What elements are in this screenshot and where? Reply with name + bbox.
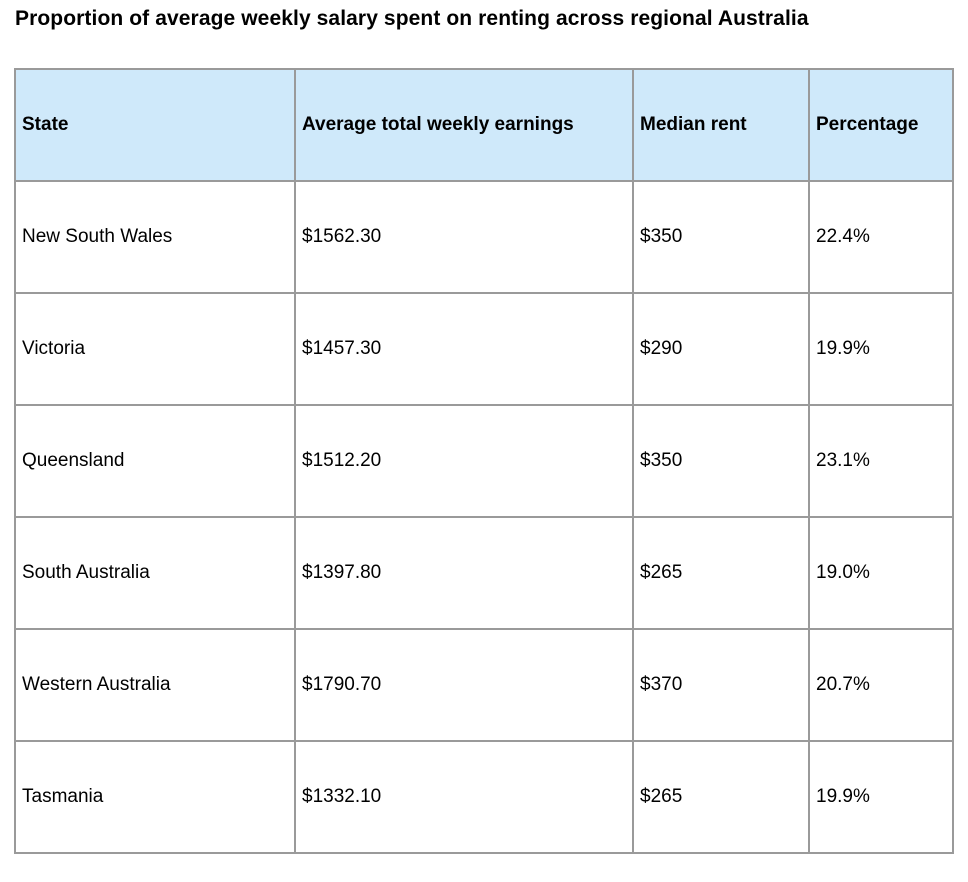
cell-median-rent: $350: [632, 180, 810, 294]
cell-median-rent: $265: [632, 516, 810, 630]
cell-state: Tasmania: [14, 740, 296, 854]
cell-state: Queensland: [14, 404, 296, 518]
cell-earnings: $1332.10: [294, 740, 634, 854]
cell-state: New South Wales: [14, 180, 296, 294]
cell-earnings: $1512.20: [294, 404, 634, 518]
rent-table: State Average total weekly earnings Medi…: [14, 68, 954, 854]
table-row: Tasmania $1332.10 $265 19.9%: [14, 740, 954, 854]
header-median-rent: Median rent: [632, 68, 810, 182]
page-title: Proportion of average weekly salary spen…: [15, 7, 809, 30]
cell-earnings: $1562.30: [294, 180, 634, 294]
cell-state: South Australia: [14, 516, 296, 630]
cell-median-rent: $290: [632, 292, 810, 406]
table-row: South Australia $1397.80 $265 19.0%: [14, 516, 954, 630]
cell-percentage: 23.1%: [808, 404, 954, 518]
header-average-weekly-earnings: Average total weekly earnings: [294, 68, 634, 182]
table-row: New South Wales $1562.30 $350 22.4%: [14, 180, 954, 294]
cell-median-rent: $265: [632, 740, 810, 854]
table-header-row: State Average total weekly earnings Medi…: [14, 68, 954, 182]
header-state: State: [14, 68, 296, 182]
cell-earnings: $1397.80: [294, 516, 634, 630]
cell-percentage: 20.7%: [808, 628, 954, 742]
cell-earnings: $1790.70: [294, 628, 634, 742]
cell-percentage: 19.9%: [808, 292, 954, 406]
table-row: Queensland $1512.20 $350 23.1%: [14, 404, 954, 518]
cell-median-rent: $350: [632, 404, 810, 518]
cell-percentage: 19.9%: [808, 740, 954, 854]
header-percentage: Percentage: [808, 68, 954, 182]
cell-median-rent: $370: [632, 628, 810, 742]
table-row: Victoria $1457.30 $290 19.9%: [14, 292, 954, 406]
cell-state: Western Australia: [14, 628, 296, 742]
cell-percentage: 22.4%: [808, 180, 954, 294]
table-row: Western Australia $1790.70 $370 20.7%: [14, 628, 954, 742]
cell-state: Victoria: [14, 292, 296, 406]
cell-percentage: 19.0%: [808, 516, 954, 630]
cell-earnings: $1457.30: [294, 292, 634, 406]
